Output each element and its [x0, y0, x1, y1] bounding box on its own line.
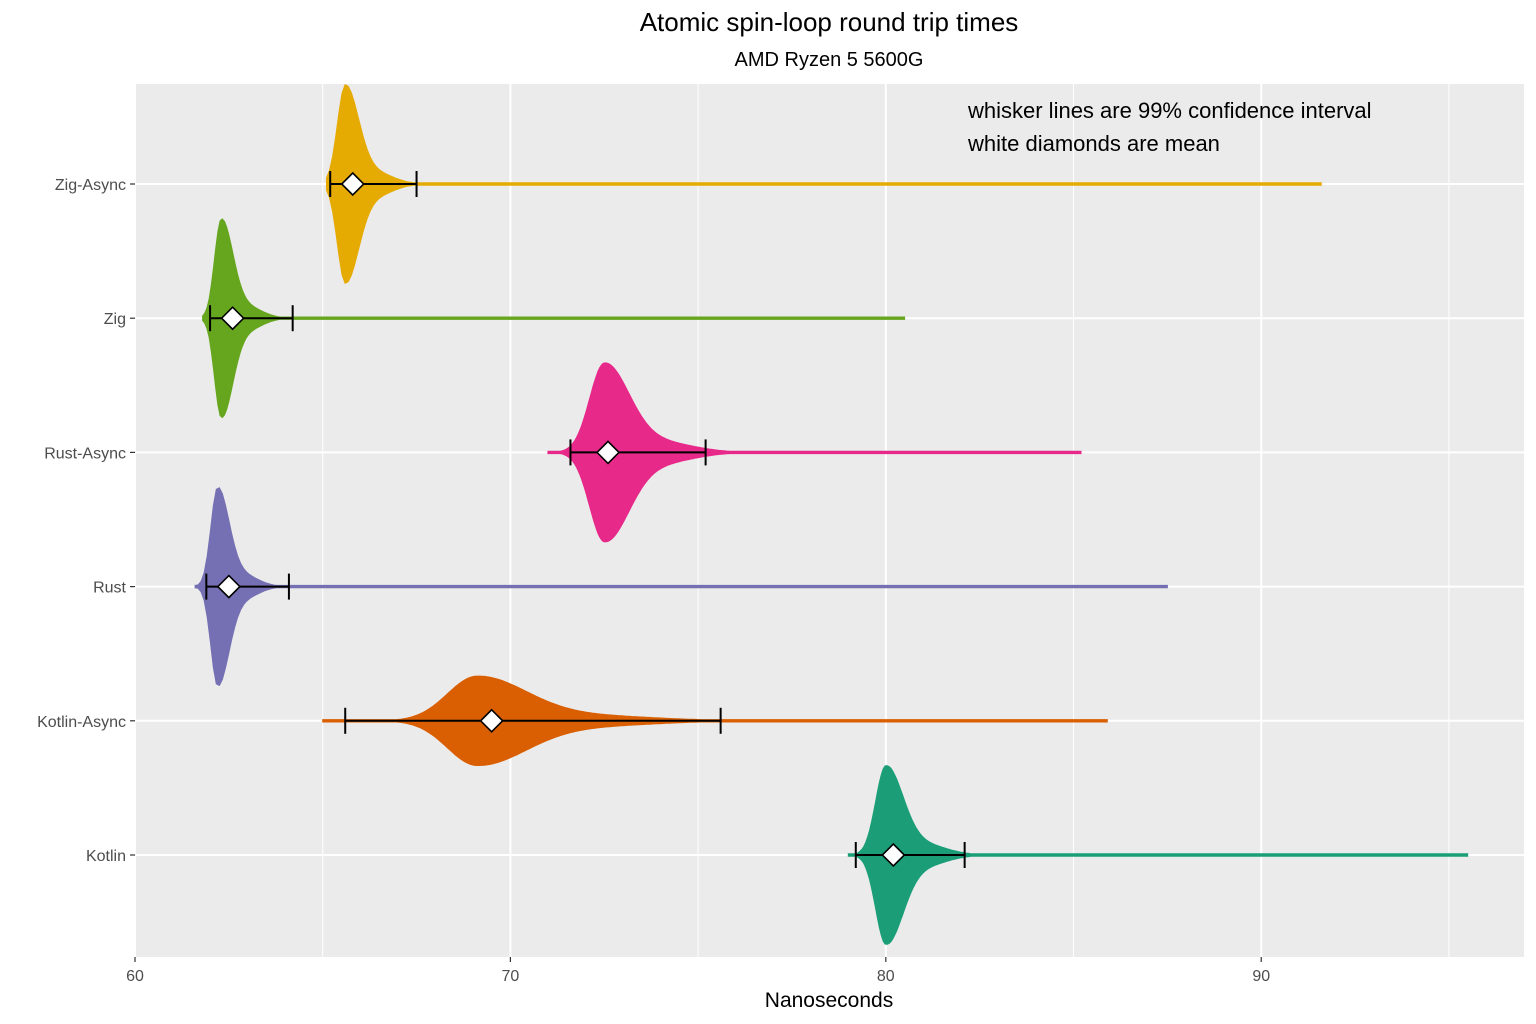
violin-rust-async — [547, 362, 1082, 543]
x-tick-label: 80 — [877, 968, 895, 985]
x-axis: 60 70 80 90 — [126, 957, 1270, 985]
chart-title: Atomic spin-loop round trip times — [640, 7, 1019, 37]
y-tick-label-zig: Zig — [104, 311, 126, 328]
mean-diamond-kotlin — [881, 842, 906, 868]
annotation-whiskers: whisker lines are 99% confidence interva… — [967, 98, 1372, 123]
y-tick-label-rust-async: Rust-Async — [44, 445, 126, 462]
x-tick-label: 90 — [1252, 968, 1270, 985]
x-tick-label: 70 — [502, 968, 520, 985]
violin-zig — [202, 218, 906, 419]
x-tick-label: 60 — [126, 968, 144, 985]
y-tick-label-zig-async: Zig-Async — [55, 177, 126, 194]
y-tick-label-rust: Rust — [93, 580, 126, 597]
violin-rust — [194, 487, 1168, 687]
y-tick-label-kotlin: Kotlin — [86, 848, 126, 865]
mean-diamond-zig — [220, 306, 245, 331]
mean-diamond-kotlin-async — [479, 708, 504, 733]
mean-diamond-rust-async — [595, 440, 621, 465]
mean-diamond-rust — [216, 574, 241, 599]
mean-diamond-zig-async — [340, 171, 365, 197]
y-tick-label-kotlin-async: Kotlin-Async — [37, 714, 126, 731]
chart-subtitle: AMD Ryzen 5 5600G — [735, 49, 924, 71]
x-axis-title: Nanoseconds — [765, 989, 893, 1012]
violin-kotlin — [847, 765, 1469, 945]
violin-zig-async — [326, 84, 1322, 284]
means-layer — [216, 171, 906, 868]
violins-layer — [194, 84, 1469, 945]
annotation-means: white diamonds are mean — [967, 131, 1220, 156]
plot-panel — [135, 84, 1524, 957]
y-axis: Zig-Async Zig Rust-Async Rust Kotlin-Async Ko… — [37, 177, 135, 865]
